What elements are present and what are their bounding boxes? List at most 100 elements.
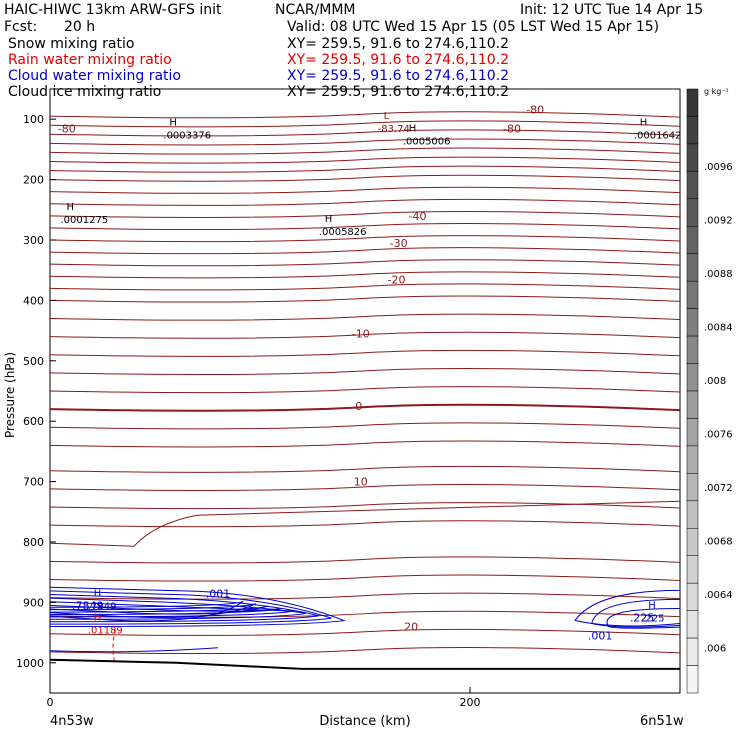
terrain-surface: [49, 658, 680, 670]
temperature-label: -10: [352, 328, 370, 341]
x-start-label: 4n53w: [50, 714, 94, 729]
colorbar-swatch: [686, 473, 699, 502]
colorbar-swatch: [686, 335, 699, 364]
colorbar: .0096 .0092 .0088 .0084 .008 .0076 .0072 .0068.…: [686, 88, 733, 694]
colorbar-swatch: [686, 390, 699, 419]
colorbar-swatch: [686, 582, 699, 611]
temperature-label: -80: [58, 122, 76, 135]
isotherm: [49, 628, 681, 636]
cloud-water-labels: .001 .001 .225 .7849: [72, 587, 654, 642]
y-tick-label: 400: [23, 294, 44, 307]
y-tick-label: 100: [23, 113, 44, 126]
extremum-mark: H: [169, 117, 177, 128]
extremum-value: .0001642: [634, 130, 682, 141]
isotherm: [49, 147, 681, 155]
forecast-hours: 20 h: [64, 19, 95, 35]
isotherm: [49, 247, 681, 255]
colorbar-label: .006: [704, 644, 726, 655]
y-tick-label: 500: [23, 355, 44, 368]
temperature-label: -80: [503, 122, 521, 135]
colorbar-swatch: [686, 198, 699, 227]
temperature-label: -30: [390, 237, 408, 250]
colorbar-swatch: [686, 280, 699, 309]
colorbar-label: .0096: [704, 162, 733, 173]
cloud-water-label: .7849: [72, 599, 104, 612]
colorbar-swatch: [686, 637, 699, 666]
field-name: Snow mixing ratio: [8, 36, 134, 52]
plot-frame: [49, 88, 681, 694]
isotherm: [49, 174, 681, 182]
colorbar-swatch: [686, 143, 699, 172]
y-tick-label: 900: [23, 596, 44, 609]
isotherm: [49, 111, 681, 119]
y-tick-label: 300: [23, 234, 44, 247]
isotherm: [49, 120, 681, 128]
y-tick-label: 800: [23, 536, 44, 549]
cloud-water-contour: [49, 600, 244, 622]
field-range: XY= 259.5, 91.6 to 274.6,110.2: [287, 68, 509, 84]
isotherm: [49, 210, 681, 218]
cloud-water-contour: [49, 647, 219, 653]
colorbar-swatch: [686, 116, 699, 145]
temperature-contour-labels: -80 -80 -80 -40 -30 -20 -10 0 10 20: [58, 104, 544, 634]
init-time: Init: 12 UTC Tue 14 Apr 15: [520, 2, 703, 18]
isotherm: [49, 500, 681, 547]
extremum-mark: H: [648, 600, 656, 611]
extremum-value: .0001275: [61, 215, 109, 226]
isotherm: [49, 520, 681, 528]
colorbar-swatch: [686, 665, 699, 694]
colorbar-label: .0072: [704, 483, 733, 494]
isotherm: [49, 502, 681, 510]
temperature-label: -80: [526, 104, 544, 117]
colorbar-unit: g kg⁻¹: [704, 87, 729, 96]
isotherm-lines: [49, 111, 681, 655]
terrain-line: [49, 658, 680, 670]
extremum-mark: H: [94, 613, 102, 624]
colorbar-swatch: [686, 363, 699, 392]
org-label: NCAR/MMM: [275, 2, 356, 18]
y-tick-label: 700: [23, 476, 44, 489]
extremum-mark: H: [640, 117, 648, 128]
x-tick-label: 200: [460, 696, 481, 709]
extremum-mark: L: [384, 111, 390, 122]
colorbar-swatch: [686, 226, 699, 254]
colorbar-swatch: [686, 418, 699, 447]
isotherm: [49, 574, 681, 582]
colorbar-label: .0064: [704, 590, 733, 601]
colorbar-label: .0068: [704, 537, 733, 548]
temperature-label: -20: [388, 273, 406, 286]
extremum-mark: H: [67, 202, 75, 213]
y-tick-label: 600: [23, 415, 44, 428]
colorbar-swatch: [686, 88, 699, 117]
isotherm: [49, 483, 681, 491]
isotherm: [49, 165, 681, 173]
cloud-water-label: .001: [206, 587, 231, 600]
colorbar-swatch: [686, 253, 699, 282]
colorbar-label: .0084: [704, 323, 733, 334]
colorbar-label: .0076: [704, 430, 733, 441]
y-axis: 100 200 300 400 500 600 700 800 900 1000: [16, 113, 56, 670]
valid-time: Valid: 08 UTC Wed 15 Apr 15 (05 LST Wed …: [287, 19, 659, 35]
isotherm: [49, 403, 681, 412]
x-tick-label: 0: [47, 696, 54, 709]
temperature-label: 20: [404, 621, 418, 634]
cloud-water-contour: [49, 590, 332, 625]
isotherm: [49, 367, 681, 375]
y-tick-label: 200: [23, 174, 44, 187]
colorbar-swatch: [686, 445, 699, 474]
cloud-water-label: .001: [588, 630, 613, 643]
colorbar-swatch: [686, 500, 699, 529]
forecast-label: Fcst:: [4, 19, 37, 35]
isotherm: [49, 422, 681, 430]
colorbar-label: .008: [704, 376, 726, 387]
isotherm: [49, 465, 681, 473]
extremum-mark: H: [94, 588, 102, 599]
cloud-water-contour: [591, 598, 681, 628]
isotherm: [49, 235, 681, 243]
colorbar-swatch: [686, 528, 699, 556]
extremum-mark: H: [325, 214, 333, 225]
extrema-markers: H.0003376L-83.74H.0005006H.0001642H.0001…: [61, 111, 682, 636]
isotherm: [49, 295, 681, 303]
cloud-water-contour: [574, 589, 681, 627]
field-name: Cloud ice mixing ratio: [8, 84, 161, 100]
